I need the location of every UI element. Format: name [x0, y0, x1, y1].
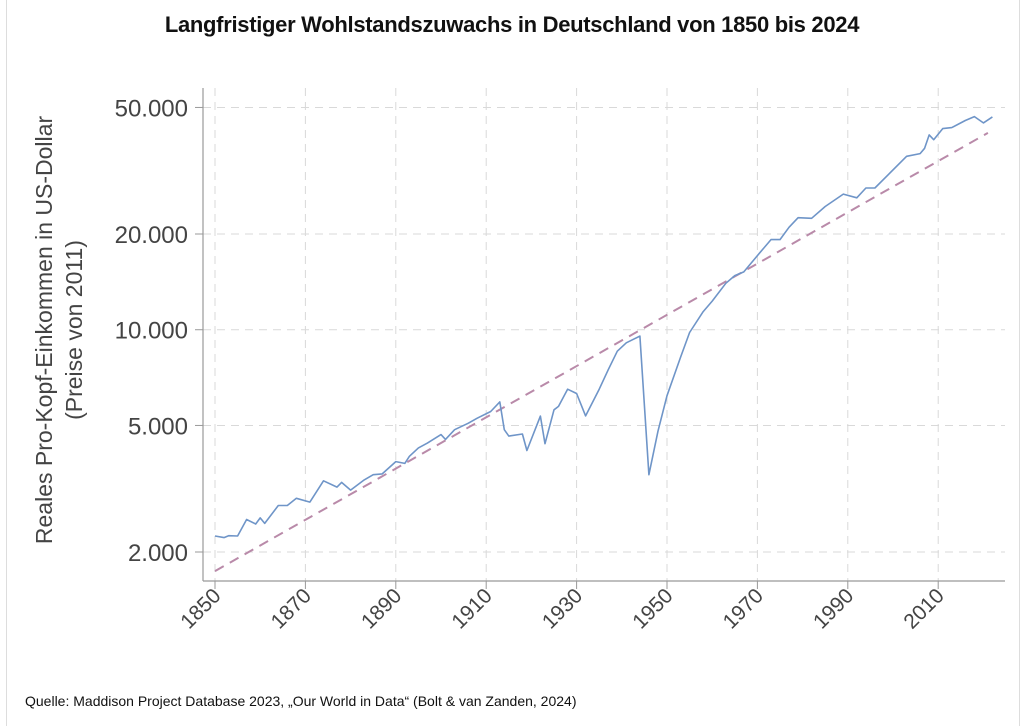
- axes: [202, 88, 1005, 582]
- y-tick-label: 20.000: [115, 222, 188, 249]
- y-ticks: 2.000 5.000 10.000 20.000 50.000: [115, 95, 203, 567]
- x-tick-label: 1910: [447, 584, 496, 633]
- grid: [203, 88, 1005, 581]
- x-tick-label: 1930: [538, 584, 587, 633]
- x-tick-label: 1890: [357, 584, 406, 633]
- x-tick-label: 1950: [628, 584, 677, 633]
- x-tick-label: 1850: [176, 584, 225, 633]
- chart-frame: [6, 0, 1020, 726]
- income-line: [214, 115, 993, 539]
- y-axis-title-line-2: (Preise von 2011): [61, 240, 87, 420]
- y-tick-label: 10.000: [115, 318, 188, 345]
- x-tick-label: 1870: [267, 584, 316, 633]
- source-note: Quelle: Maddison Project Database 2023, …: [25, 693, 577, 709]
- x-tick-label: 2010: [899, 584, 948, 633]
- y-axis-title: Reales Pro-Kopf-Einkommen in US-Dollar (…: [31, 116, 87, 545]
- y-axis-title-line-1: Reales Pro-Kopf-Einkommen in US-Dollar: [31, 116, 57, 545]
- y-tick-label: 2.000: [128, 540, 188, 567]
- y-tick-label: 5.000: [128, 413, 188, 440]
- y-tick-label: 50.000: [115, 95, 188, 122]
- chart-title: Langfristiger Wohlstandszuwachs in Deuts…: [164, 12, 860, 37]
- series: [214, 115, 993, 572]
- x-tick-label: 1990: [809, 584, 858, 633]
- x-ticks: 1850 1870 1890 1910 1930 1950 1970 1990 2010: [176, 581, 949, 634]
- trend-line: [214, 132, 989, 572]
- x-tick-label: 1970: [719, 584, 768, 633]
